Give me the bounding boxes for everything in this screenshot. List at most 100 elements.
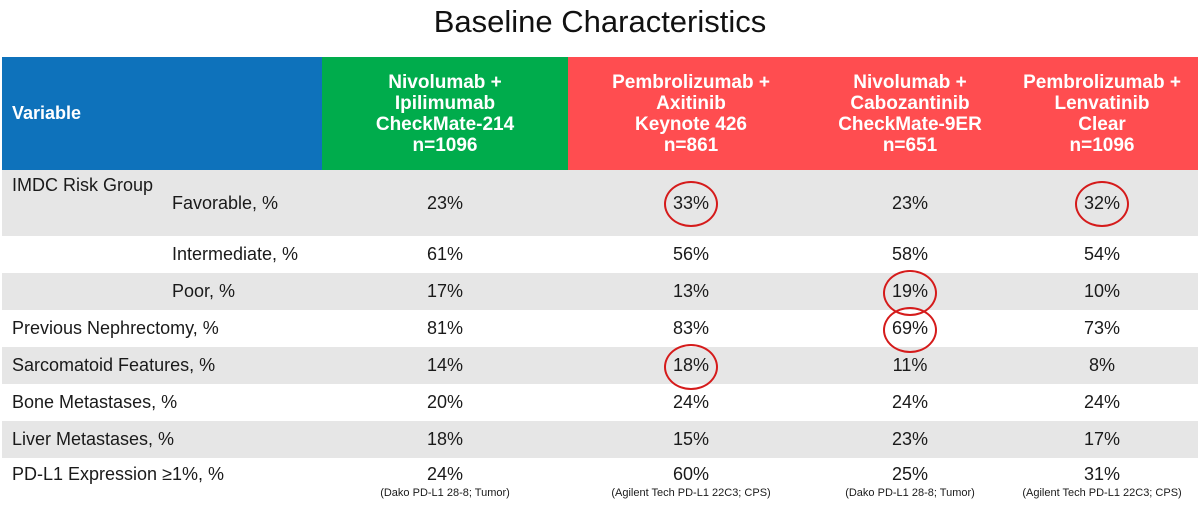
cell-value: 14% [427,355,464,375]
assay-note: (Agilent Tech PD-L1 22C3; CPS) [611,487,771,499]
header-line: Lenvatinib [1054,92,1150,114]
cell-value: 10% [1084,281,1121,301]
cell-value: 17% [427,281,464,301]
header-line: Cabozantinib [850,92,970,114]
cell-value: 8% [1089,355,1116,375]
cell-value: 17% [1084,429,1121,449]
table-cell: 24% [1006,384,1198,421]
baseline-table: Variable Nivolumab + Ipilimumab CheckMat… [2,57,1199,520]
cell-value: 58% [892,244,929,264]
table-cell: 69% [814,306,1006,353]
header-line: Axitinib [656,92,726,114]
cell-value: 33% [673,192,710,213]
table-cell: 58% [814,236,1006,273]
cell-value: 69% [892,318,929,338]
table-cell: 18% [568,343,815,390]
cell-value: 24% [1084,392,1121,412]
table-cell: 13% [568,273,815,310]
row-subvariable: Favorable, % [162,170,323,236]
cell-value: 18% [427,429,464,449]
row-variable [2,273,162,310]
assay-note: (Agilent Tech PD-L1 22C3; CPS) [1022,487,1182,499]
table-row: PD-L1 Expression ≥1%, % 24% (Dako PD-L1 2… [2,458,1198,520]
table-cell: 23% [814,170,1007,236]
table-cell: 54% [1006,236,1198,273]
cell-value: 56% [673,244,710,264]
header-line: CheckMate-214 [375,113,515,135]
cell-value: 54% [1084,244,1121,264]
table-cell: 17% [322,273,569,310]
header-line: n=1096 [412,134,478,156]
page-title: Baseline Characteristics [433,4,767,39]
row-variable: PD-L1 Expression ≥1%, % [12,464,224,484]
table-cell: 24% [814,384,1006,421]
table-row: Poor, % 17% 13% 19% 10% [2,269,1199,316]
header-line: Pembrolizumab + [1023,71,1181,93]
header-line: Clear [1078,113,1126,135]
table-cell: 11% [814,347,1007,384]
cell-value: 24% [892,392,929,412]
column-header-nivolumab-cabozantinib: Nivolumab + Cabozantinib CheckMate-9ER n… [814,57,1007,170]
row-subvariable: Intermediate, % [172,244,299,264]
table-cell: 32% [1006,170,1199,236]
table-cell: 20% [322,384,568,421]
assay-note: (Dako PD-L1 28-8; Tumor) [380,487,510,499]
column-header-nivolumab-ipilimumab: Nivolumab + Ipilimumab CheckMate-214 n=1… [322,57,569,170]
table-cell: 17% [1006,421,1199,458]
table-cell: 83% [568,310,814,347]
cell-value: 25% [892,464,929,484]
cell-value: 13% [673,281,710,301]
header-line: CheckMate-9ER [838,113,982,135]
table-cell: 8% [1006,347,1199,384]
table-cell: 18% [322,421,569,458]
table-cell: 61% [322,236,568,273]
cell-value: 81% [427,318,464,338]
header-line: Ipilimumab [394,92,496,114]
table-cell: 31% (Agilent Tech PD-L1 22C3; CPS) [1006,458,1198,520]
cell-value: 32% [1084,192,1121,213]
table-cell: 25% (Dako PD-L1 28-8; Tumor) [814,458,1006,520]
row-variable: IMDC Risk Group [2,170,162,236]
table-cell: 24% [568,384,814,421]
column-header-pembrolizumab-axitinib: Pembrolizumab + Axitinib Keynote 426 n=8… [568,57,815,170]
row-variable: Previous Nephrectomy, % [12,318,219,338]
cell-value: 18% [673,355,710,375]
header-line: n=1096 [1069,134,1135,156]
cell-value: 24% [673,392,710,412]
cell-value: 61% [427,244,464,264]
row-variable: Liver Metastases, % [2,421,323,458]
table-cell: 23% [322,170,569,236]
variable-header: Variable [2,57,323,170]
header-line: Keynote 426 [635,113,747,135]
table-cell: 19% [814,269,1007,316]
cell-value: 23% [892,192,929,213]
table-row: IMDC Risk Group Favorable, % 23% 33% 23%… [2,170,1199,236]
header-line: Pembrolizumab + [612,71,770,93]
table-cell: 81% [322,310,568,347]
row-variable: Sarcomatoid Features, % [2,347,323,384]
cell-value: 19% [892,281,929,301]
column-header-pembrolizumab-lenvatinib: Pembrolizumab + Lenvatinib Clear n=1096 [1006,57,1199,170]
table-cell: 60% (Agilent Tech PD-L1 22C3; CPS) [568,458,814,520]
table-row: Intermediate, % 61% 56% 58% 54% [2,236,1198,273]
cell-value: 60% [673,464,710,484]
header-line: Nivolumab + [853,71,967,93]
cell-value: 23% [427,192,464,213]
header-row: Variable Nivolumab + Ipilimumab CheckMat… [2,57,1199,170]
table-cell: 24% (Dako PD-L1 28-8; Tumor) [322,458,568,520]
header-line: Nivolumab + [388,71,502,93]
row-variable [2,236,162,273]
cell-value: 20% [427,392,464,412]
cell-value: 23% [892,429,929,449]
table-row: Sarcomatoid Features, % 14% 18% 11% 8% [2,343,1199,390]
table-cell: 15% [568,421,815,458]
cell-value: 24% [427,464,464,484]
table-cell: 10% [1006,273,1199,310]
row-variable: Bone Metastases, % [12,392,178,412]
assay-note: (Dako PD-L1 28-8; Tumor) [845,487,975,499]
cell-value: 11% [892,355,928,375]
table-cell: 33% [568,170,815,236]
cell-value: 83% [673,318,710,338]
table-cell: 56% [568,236,814,273]
table-cell: 73% [1006,310,1198,347]
